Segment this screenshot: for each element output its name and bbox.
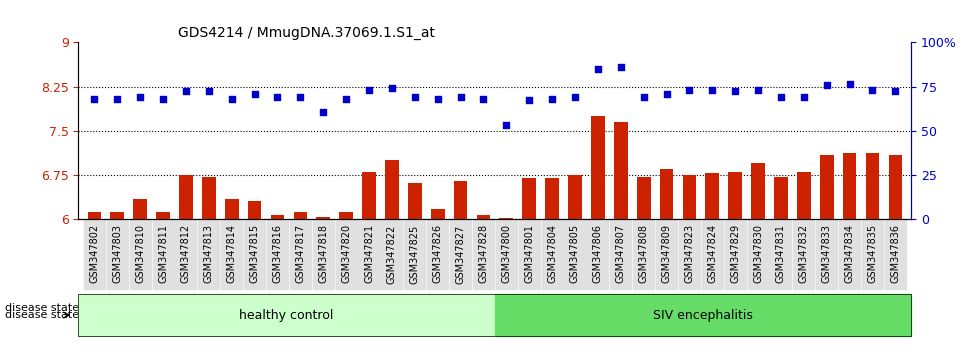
Point: [521, 97, 537, 103]
Bar: [752, 164, 765, 219]
Point: [178, 88, 194, 94]
Bar: [339, 212, 353, 219]
Bar: [363, 172, 376, 219]
Point: [864, 87, 880, 92]
Bar: [522, 178, 536, 219]
Bar: [431, 210, 445, 219]
Point: [888, 88, 904, 94]
Text: healthy control: healthy control: [239, 309, 334, 321]
Bar: [179, 175, 193, 219]
Point: [247, 91, 263, 97]
Bar: [637, 177, 651, 219]
Bar: [224, 199, 238, 219]
Point: [636, 95, 652, 100]
Point: [316, 109, 331, 115]
Point: [430, 96, 446, 101]
Bar: [682, 175, 696, 219]
Point: [110, 96, 125, 101]
Point: [590, 66, 606, 72]
Bar: [889, 155, 903, 219]
Text: disease state: disease state: [5, 303, 79, 313]
Point: [819, 82, 835, 88]
Point: [201, 88, 217, 94]
Bar: [248, 201, 262, 219]
Point: [293, 94, 309, 99]
Point: [384, 86, 400, 91]
Point: [338, 96, 354, 101]
Point: [86, 96, 102, 101]
Point: [453, 94, 468, 99]
Point: [475, 96, 491, 101]
Bar: [591, 116, 605, 219]
Point: [612, 64, 628, 70]
Bar: [660, 169, 673, 219]
Point: [705, 87, 720, 92]
Bar: [843, 153, 857, 219]
Bar: [385, 160, 399, 219]
Text: GDS4214 / MmugDNA.37069.1.S1_at: GDS4214 / MmugDNA.37069.1.S1_at: [178, 26, 435, 40]
Bar: [454, 181, 467, 219]
Point: [681, 87, 697, 92]
Point: [567, 95, 583, 100]
Point: [223, 96, 239, 101]
Bar: [728, 172, 742, 219]
Point: [270, 94, 285, 99]
Bar: [820, 155, 834, 219]
Point: [544, 96, 560, 101]
Text: SIV encephalitis: SIV encephalitis: [654, 309, 753, 321]
Bar: [545, 178, 559, 219]
Bar: [111, 212, 124, 219]
Point: [407, 94, 422, 99]
Bar: [706, 173, 719, 219]
Bar: [317, 217, 330, 219]
Bar: [87, 212, 101, 219]
Bar: [202, 177, 216, 219]
Bar: [294, 212, 308, 219]
Point: [362, 87, 377, 92]
Bar: [774, 177, 788, 219]
Bar: [568, 175, 582, 219]
Point: [796, 95, 811, 100]
Bar: [613, 122, 627, 219]
Point: [155, 96, 171, 101]
Bar: [408, 183, 421, 219]
Bar: [133, 199, 147, 219]
Bar: [797, 172, 810, 219]
Point: [842, 81, 858, 87]
Text: disease state: disease state: [5, 310, 79, 320]
Bar: [156, 212, 170, 219]
Point: [499, 122, 514, 128]
Bar: [500, 218, 514, 219]
Point: [132, 94, 148, 99]
Bar: [476, 215, 490, 219]
Point: [773, 95, 789, 100]
Point: [727, 88, 743, 94]
Bar: [865, 153, 879, 219]
Bar: [270, 215, 284, 219]
Point: [659, 92, 674, 97]
Point: [751, 87, 766, 92]
